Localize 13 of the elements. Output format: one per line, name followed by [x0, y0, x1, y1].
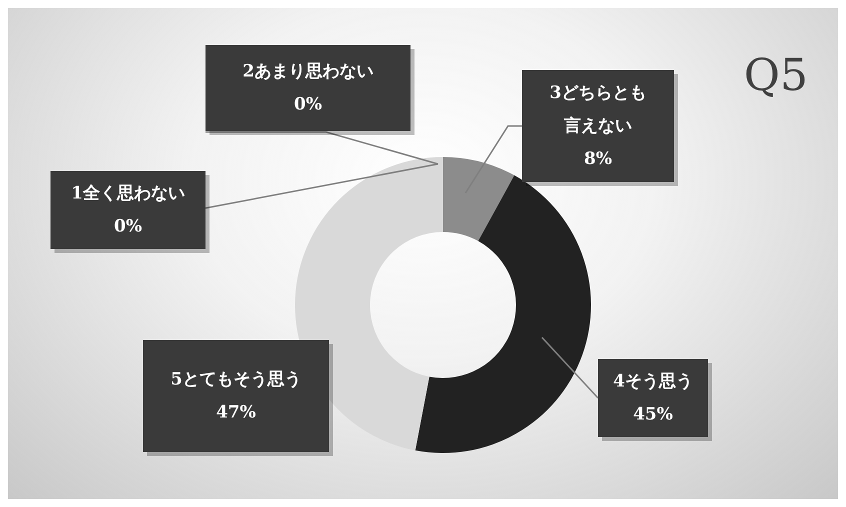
data-label: 47% [216, 402, 256, 422]
chart-title: Q5 [744, 50, 808, 101]
text: 0% [294, 94, 322, 114]
slice-label: 4そう思う [613, 372, 693, 392]
data-label: 8% [584, 149, 612, 169]
donut-slice [443, 157, 514, 242]
data-label: 45% [633, 404, 673, 424]
donut-slice [415, 175, 591, 453]
slice-label: 3どちらとも言えない [550, 83, 646, 136]
category-label: 2あまり思わない [242, 62, 374, 82]
slice-label: 5とてもそう思う [170, 370, 302, 390]
text: 0% [114, 216, 142, 236]
category-label: 1全く思わない [71, 184, 185, 204]
